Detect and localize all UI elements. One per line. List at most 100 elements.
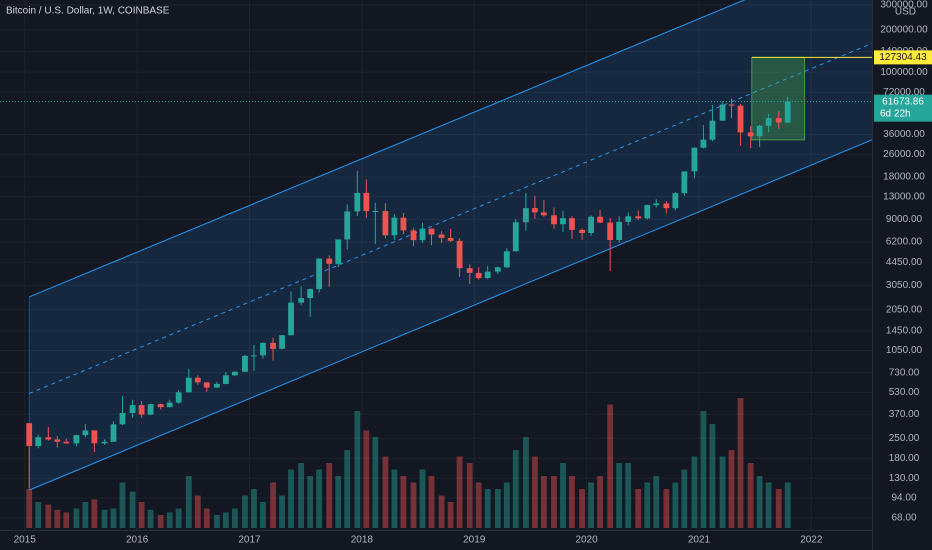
candle-body bbox=[579, 229, 585, 233]
y-tick-label: 18000.00 bbox=[883, 172, 925, 183]
candle-body bbox=[372, 211, 379, 213]
volume-bar bbox=[653, 476, 660, 528]
volume-bar bbox=[540, 476, 547, 528]
candle-body bbox=[26, 423, 33, 447]
candle-body bbox=[625, 216, 632, 222]
volume-bar bbox=[597, 476, 603, 528]
volume-bar bbox=[54, 509, 61, 528]
target-level-label: 127304.43 bbox=[879, 52, 927, 63]
volume-bar bbox=[737, 398, 744, 528]
candle-body bbox=[307, 289, 314, 299]
volume-bar bbox=[616, 463, 623, 528]
y-tick-label: 72000.00 bbox=[883, 87, 925, 98]
volume-bar bbox=[316, 469, 323, 528]
candle-body bbox=[260, 342, 266, 356]
volume-bar bbox=[194, 495, 201, 528]
candle-body bbox=[551, 215, 557, 225]
candle-body bbox=[728, 104, 735, 106]
volume-bar bbox=[579, 489, 585, 528]
volume-bar bbox=[700, 411, 707, 528]
candle-body bbox=[129, 405, 136, 413]
volume-bar bbox=[531, 456, 538, 528]
candle-body bbox=[663, 203, 670, 209]
candle-body bbox=[466, 268, 473, 273]
y-tick-label: 94.00 bbox=[891, 493, 916, 504]
volume-bar bbox=[119, 482, 126, 528]
y-tick-label: 200000.00 bbox=[880, 24, 928, 35]
candle-body bbox=[531, 208, 538, 213]
volume-bar bbox=[260, 502, 266, 528]
volume-bar bbox=[400, 476, 407, 528]
channel-lower bbox=[29, 139, 872, 491]
last-price-label: 61673.86 bbox=[882, 96, 924, 107]
volume-bar bbox=[709, 424, 716, 528]
y-tick-label: 6200.00 bbox=[886, 237, 923, 248]
volume-bar bbox=[681, 469, 688, 528]
y-tick-label: 1450.00 bbox=[886, 325, 923, 336]
volume-bar bbox=[91, 499, 98, 528]
candle-body bbox=[456, 240, 463, 269]
candle-body bbox=[391, 217, 398, 236]
volume-bar bbox=[625, 463, 632, 528]
candle-body bbox=[644, 205, 651, 219]
x-tick-label: 2018 bbox=[351, 535, 374, 546]
volume-bar bbox=[569, 476, 575, 528]
candle-body bbox=[569, 218, 575, 230]
candle-body bbox=[522, 208, 529, 223]
volume-bar bbox=[73, 508, 80, 528]
candle-body bbox=[484, 271, 491, 279]
volume-bar bbox=[551, 476, 557, 528]
volume-bar bbox=[45, 504, 52, 528]
candle-body bbox=[410, 230, 417, 241]
candle-body bbox=[765, 118, 772, 126]
volume-bar bbox=[466, 463, 473, 528]
y-tick-label: 2050.00 bbox=[886, 304, 923, 315]
volume-bar bbox=[82, 502, 89, 528]
volume-bar bbox=[166, 512, 173, 528]
x-tick-label: 2022 bbox=[800, 535, 823, 546]
candle-body bbox=[119, 412, 126, 425]
volume-bar bbox=[588, 482, 594, 528]
volume-bar bbox=[213, 515, 220, 528]
candle-body bbox=[63, 441, 70, 444]
volume-bar bbox=[335, 476, 342, 528]
y-tick-label: 68.00 bbox=[891, 512, 916, 523]
candle-body bbox=[231, 371, 238, 376]
candle-body bbox=[756, 125, 763, 137]
candle-body bbox=[213, 383, 220, 388]
volume-bar bbox=[456, 456, 463, 528]
currency-label: USD bbox=[895, 7, 916, 18]
candle-body bbox=[719, 104, 726, 121]
y-tick-label: 26000.00 bbox=[883, 149, 925, 160]
candle-body bbox=[747, 132, 754, 137]
y-tick-label: 180.00 bbox=[889, 453, 920, 464]
volume-bar bbox=[279, 495, 285, 528]
volume-bar bbox=[110, 508, 117, 528]
candle-body bbox=[400, 217, 407, 231]
volume-bar bbox=[382, 456, 389, 528]
plot-area bbox=[0, 0, 872, 528]
candle-body bbox=[54, 439, 61, 442]
candle-body bbox=[681, 171, 688, 194]
volume-bar bbox=[175, 508, 182, 528]
volume-bar bbox=[494, 489, 501, 528]
candle-body bbox=[344, 211, 351, 240]
volume-bar bbox=[691, 456, 698, 528]
candle-body bbox=[157, 404, 164, 408]
candle-body bbox=[438, 234, 445, 238]
volume-bar bbox=[344, 450, 351, 528]
candle-body bbox=[147, 404, 154, 415]
volume-bar bbox=[288, 469, 294, 528]
candle-body bbox=[91, 430, 98, 444]
candle-body bbox=[588, 216, 594, 233]
x-tick-label: 2016 bbox=[126, 535, 149, 546]
y-tick-label: 130.00 bbox=[889, 473, 920, 484]
volume-bar bbox=[438, 495, 445, 528]
volume-bar bbox=[298, 463, 305, 528]
candle-body bbox=[288, 302, 294, 336]
volume-bar bbox=[775, 489, 782, 528]
y-tick-label: 3050.00 bbox=[886, 280, 923, 291]
candle-body bbox=[503, 251, 510, 268]
volume-bar bbox=[756, 476, 763, 528]
y-tick-label: 100000.00 bbox=[880, 67, 928, 78]
